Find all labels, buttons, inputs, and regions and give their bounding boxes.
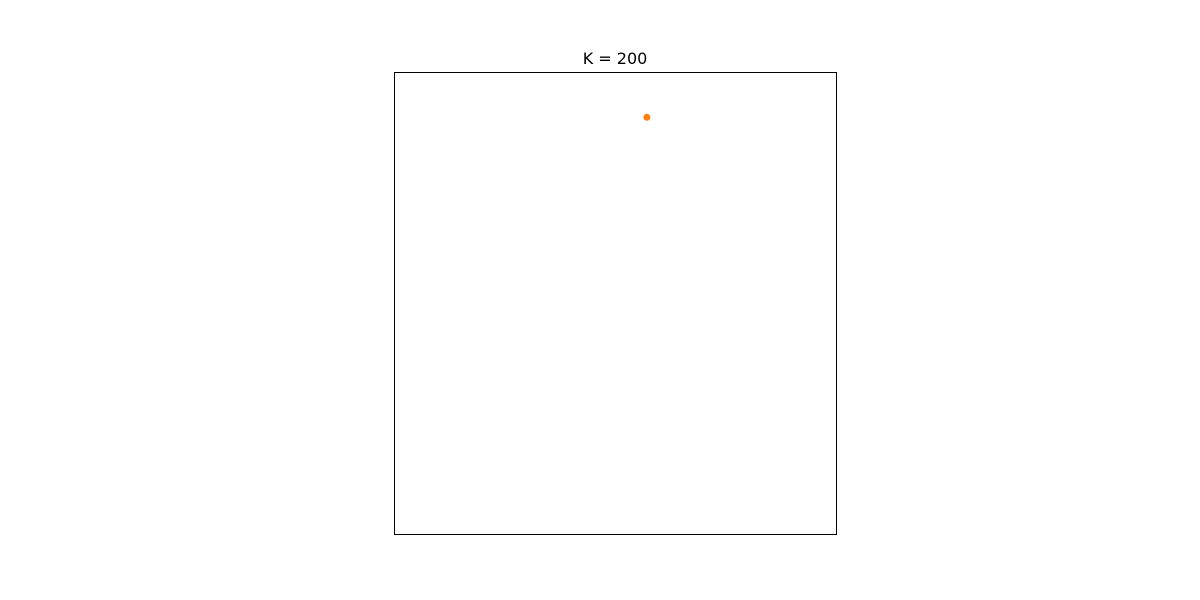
plot-area-frame — [394, 72, 837, 535]
chart-title: K = 200 — [583, 49, 648, 68]
data-points — [643, 113, 651, 121]
scatter-point — [643, 113, 651, 121]
